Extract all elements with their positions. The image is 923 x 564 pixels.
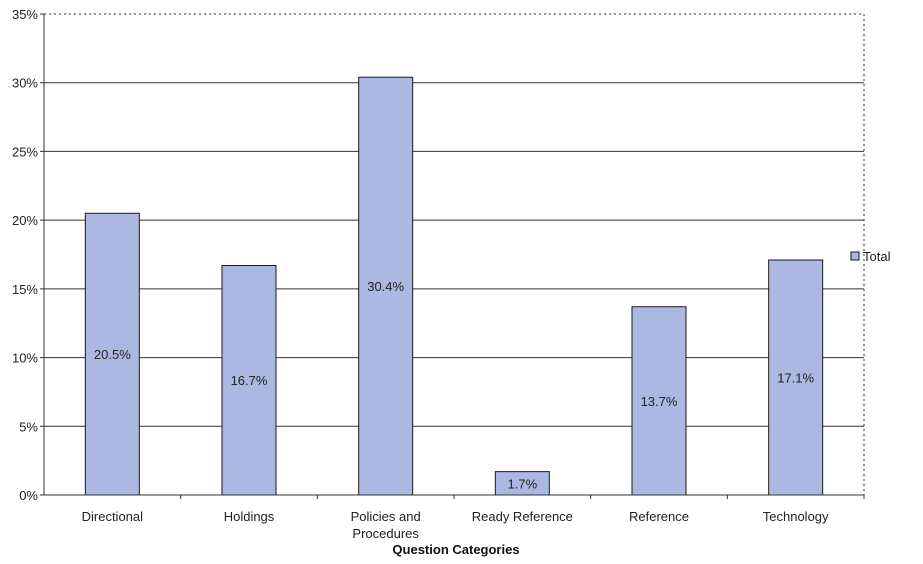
x-tick-label: Holdings — [224, 509, 275, 524]
bar — [358, 76, 414, 496]
x-tick-label: Directional — [82, 509, 144, 524]
data-label: 17.1% — [777, 370, 814, 385]
x-tick-label: Reference — [629, 509, 689, 524]
bar — [221, 264, 277, 496]
legend-label-total: Total — [863, 249, 891, 264]
y-tick-label: 0% — [19, 488, 38, 503]
y-tick-label: 30% — [12, 76, 38, 91]
bar — [631, 306, 687, 496]
legend: Total — [850, 249, 891, 264]
x-axis-title: Question Categories — [392, 542, 519, 557]
grid-lines — [44, 13, 865, 495]
data-label: 1.7% — [508, 476, 538, 491]
bars — [84, 76, 824, 496]
y-tick-label: 15% — [12, 282, 38, 297]
data-label: 30.4% — [367, 279, 404, 294]
y-tick-label: 20% — [12, 213, 38, 228]
bar — [84, 212, 140, 496]
y-tick-label: 25% — [12, 144, 38, 159]
data-label: 13.7% — [641, 394, 678, 409]
x-tick-label: Ready Reference — [472, 509, 573, 524]
bar — [768, 259, 824, 496]
x-tick-label: Policies and Procedures — [351, 509, 421, 541]
axes — [40, 13, 865, 499]
y-tick-label: 5% — [19, 419, 38, 434]
legend-swatch-total — [850, 251, 860, 261]
labels: 0% 5% 10% 15% 20% 25% 30% 35% 20.5% Directional 16… — [12, 7, 829, 541]
x-tick-label: Technology — [763, 509, 829, 524]
y-tick-label: 10% — [12, 351, 38, 366]
data-label: 16.7% — [231, 373, 268, 388]
data-label: 20.5% — [94, 347, 131, 362]
y-tick-label: 35% — [12, 7, 38, 22]
